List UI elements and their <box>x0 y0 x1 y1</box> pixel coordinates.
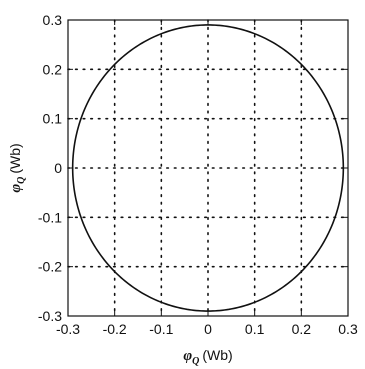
y-tick-label: 0.2 <box>43 61 63 77</box>
y-tick-label: 0.1 <box>43 111 63 127</box>
y-tick-label: 0 <box>54 160 62 176</box>
y-tick-label: -0.3 <box>38 308 62 324</box>
y-tick-label: -0.2 <box>38 259 62 275</box>
y-tick-label: 0.3 <box>43 12 63 28</box>
x-tick-label: 0.3 <box>338 321 358 337</box>
ticks <box>67 19 349 317</box>
y-tick-label: -0.1 <box>38 209 62 225</box>
x-tick-label: -0.3 <box>56 321 80 337</box>
x-tick-label: -0.1 <box>149 321 173 337</box>
x-tick-label: 0.1 <box>245 321 265 337</box>
y-tick-labels: -0.3 -0.2 -0.1 0 0.1 0.2 0.3 <box>38 12 62 324</box>
x-tick-labels: -0.3 -0.2 -0.1 0 0.1 0.2 0.3 <box>56 321 358 337</box>
x-tick-label: 0 <box>204 321 212 337</box>
x-tick-label: -0.2 <box>103 321 127 337</box>
x-axis-label: φQ (Wb) <box>183 347 232 367</box>
y-axis-label: φQ(Wb) <box>7 143 27 192</box>
x-tick-label: 0.2 <box>292 321 312 337</box>
grid <box>67 19 349 317</box>
